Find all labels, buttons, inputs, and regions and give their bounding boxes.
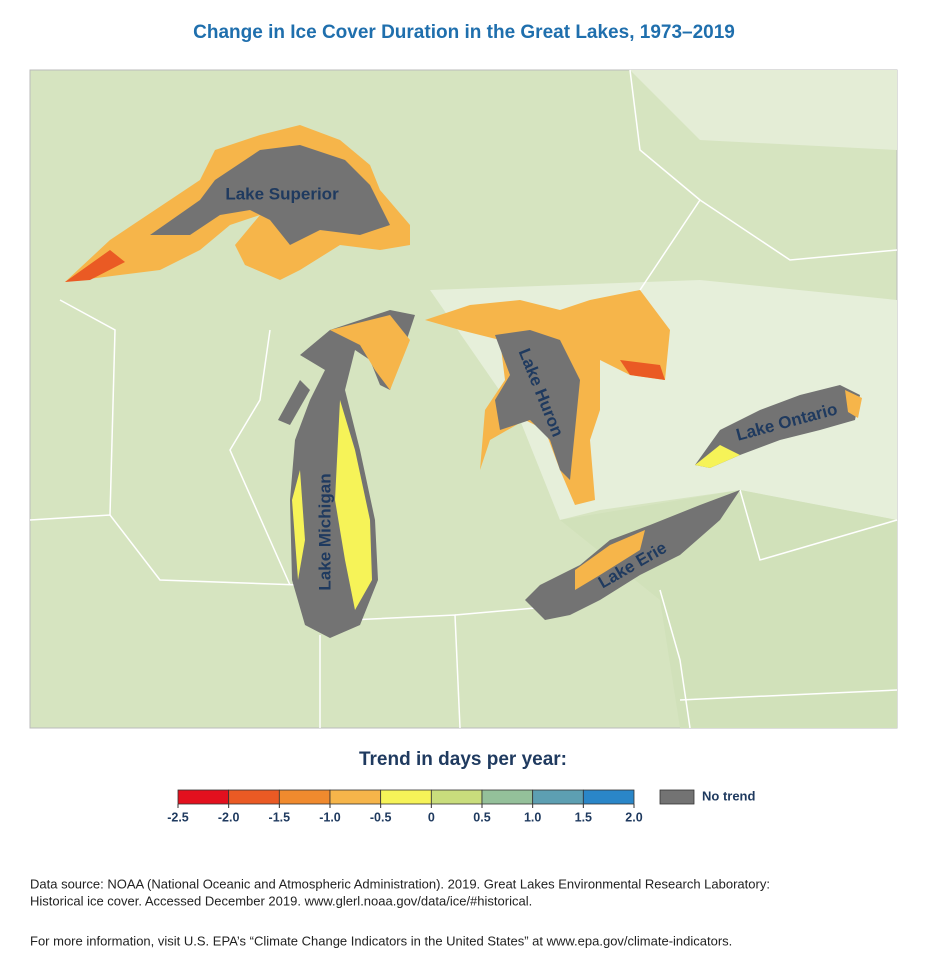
note: Historical ice cover. Accessed December … — [30, 893, 532, 908]
lake-superior-strong — [65, 250, 125, 282]
lake-michigan-east — [335, 400, 372, 610]
legend-tick-label: 1.0 — [524, 810, 541, 824]
legend-tick-label: 0.5 — [473, 810, 490, 824]
no-trend-swatch — [659, 789, 695, 805]
legend: -2.5 -2.0 -1.5 -1.0 -0.5 0 0.5 1.0 1.5 2.0 — [167, 789, 695, 824]
legend-tick-label: -2.5 — [167, 810, 189, 824]
lake-label: Lake Michigan — [315, 473, 334, 590]
legend-swatch — [329, 789, 382, 805]
legend-swatch — [228, 789, 280, 805]
lake-erie-trend — [575, 530, 645, 590]
legend-tick-label: 2.0 — [625, 810, 642, 824]
legend-swatch — [380, 789, 432, 805]
legend-swatch — [430, 789, 483, 805]
map — [29, 69, 898, 729]
legend-swatch — [582, 789, 635, 805]
lake-ontario-trend — [695, 445, 740, 468]
lake-label: Lake Superior — [225, 184, 339, 203]
legend-tick-label: -0.5 — [370, 810, 392, 824]
georgian-bay-strong — [620, 360, 665, 380]
legend-tick-label: -2.0 — [218, 810, 240, 824]
legend-tick-label: -1.0 — [319, 810, 341, 824]
note: Data source: NOAA (National Oceanic and … — [30, 876, 770, 891]
green-bay — [278, 380, 310, 425]
no-trend-label: No trend — [702, 788, 756, 803]
legend-tick-label: -1.5 — [269, 810, 291, 824]
title: Change in Ice Cover Duration in the Grea… — [193, 22, 735, 43]
legend-swatch — [532, 789, 584, 805]
legend-swatch — [177, 789, 230, 805]
lakes — [65, 125, 862, 638]
lake-ontario-no-trend — [695, 385, 860, 468]
lake-michigan-west — [292, 470, 305, 580]
note: For more information, visit U.S. EPA’s “… — [30, 933, 732, 948]
legend-swatch — [481, 789, 534, 805]
legend-title: Trend in days per year: — [359, 749, 567, 770]
lake-huron-no-trend — [495, 330, 580, 480]
land-canada — [30, 70, 897, 150]
lake-michigan-north — [330, 315, 410, 390]
legend-tick-label: 1.5 — [575, 810, 592, 824]
lake-superior-no-trend — [150, 145, 390, 245]
lake-ontario-east — [845, 390, 862, 418]
legend-swatch — [278, 789, 331, 805]
legend-tick-label: 0 — [428, 810, 435, 824]
